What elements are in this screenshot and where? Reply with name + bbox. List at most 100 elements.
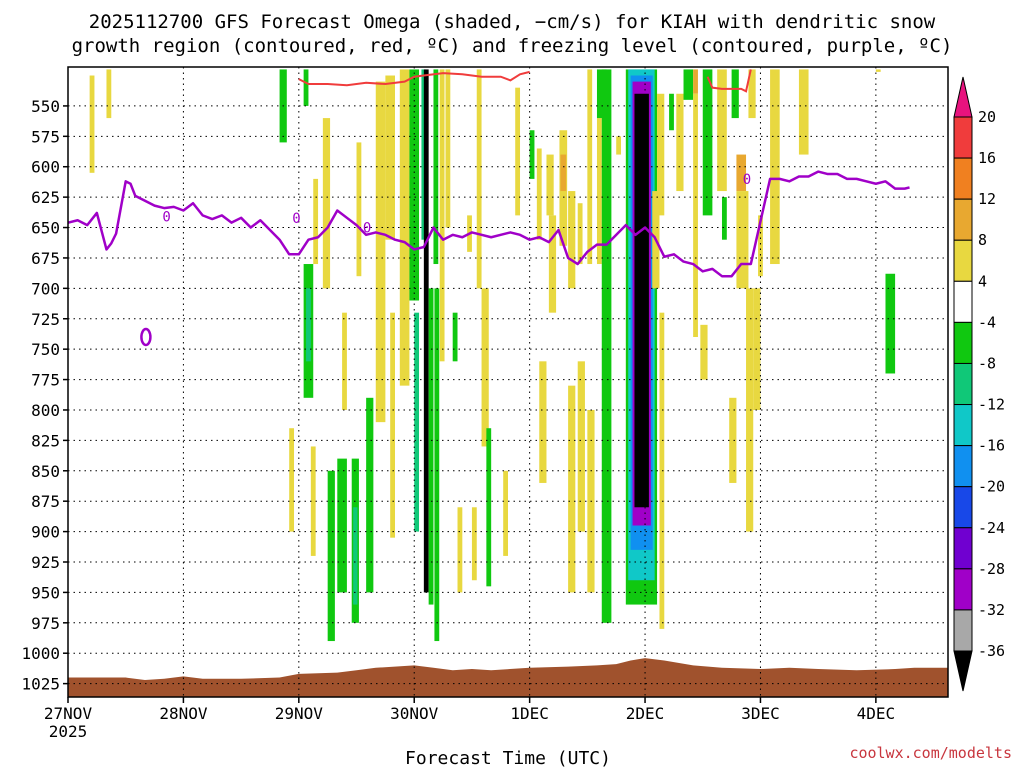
omega-cell [89,75,95,173]
omega-cell [471,507,477,581]
colorbar-tick-label: -32 [978,601,1005,619]
x-tick-label: 28NOV [159,704,208,723]
omega-cell [366,397,374,593]
omega-cell [428,288,434,605]
omega-cell [657,93,665,216]
omega-cell [306,288,311,362]
dgz-contour [706,69,752,93]
dgz-contour [298,70,530,87]
credit-text: coolwx.com/modelts [849,744,1012,762]
omega-cell [390,312,395,538]
omega-cell [154,312,160,340]
omega-cell [529,130,535,179]
y-tick-label: 625 [31,188,60,207]
omega-cell [875,69,881,72]
omega-cell [322,118,331,289]
colorbar-bin [953,445,973,488]
y-tick-label: 675 [31,249,60,268]
omega-cell [106,69,112,119]
omega-cell [486,428,492,587]
colorbar-bin [953,239,973,282]
omega-cell [327,470,335,642]
x-tick-label: 29NOV [275,704,324,723]
omega-cell [310,446,316,556]
omega-cell [433,69,439,265]
freezing-level-contour [67,170,910,278]
omega-cell [548,215,557,313]
x-tick-year: 2025 [49,722,88,741]
colorbar-bin [953,609,973,652]
plot-background [68,67,948,697]
omega-cell [356,142,362,277]
chart-title-line2: growth region (contoured, red, ºC) and f… [72,35,953,57]
colorbar-tick-label: 8 [978,231,987,249]
colorbar-tick-label: 4 [978,272,987,290]
omega-cell [693,93,698,337]
omega-cell [731,69,739,119]
omega-cell [700,324,708,380]
omega-cell [385,75,395,240]
omega-cell [693,69,698,94]
omega-cell [546,154,554,216]
y-tick-label: 900 [31,523,60,542]
omega-cell [669,93,674,131]
omega-cell [729,397,737,483]
omega-cell [439,69,445,362]
omega-cell [736,191,749,289]
omega-cell [476,69,482,289]
y-tick-label: 1000 [21,644,60,663]
y-tick-label: 725 [31,310,60,329]
x-tick-label: 2DEC [626,704,665,723]
omega-cell [568,191,576,289]
omega-cell [702,69,713,216]
omega-cell [303,69,309,106]
omega-cell [313,178,319,265]
omega-cell [457,507,463,593]
omega-cell [342,312,347,410]
colorbar-bin [953,321,973,364]
omega-cell [736,154,747,192]
omega-cell [560,154,567,192]
y-tick-label: 1025 [21,675,60,694]
colorbar-tick-label: 20 [978,108,996,126]
omega-cell [721,197,727,240]
y-tick-label: 575 [31,127,60,146]
colorbar-bin [953,362,973,406]
omega-cell [885,273,896,374]
x-tick-label: 27NOV [44,704,93,723]
y-tick-label: 825 [31,431,60,450]
y-tick-label: 550 [31,97,60,116]
omega-cell [409,69,420,301]
omega-cell [587,69,593,265]
omega-cell [683,69,694,100]
colorbar-tick-label: -16 [978,437,1005,455]
omega-cell [568,385,576,593]
omega-cell [758,215,763,277]
omega-cell [503,470,508,556]
omega-cell [434,288,440,642]
colorbar-tick-label: 16 [978,149,996,167]
omega-cell [481,288,489,447]
y-tick-label: 950 [31,583,60,602]
omega-cell [289,428,295,532]
terrain-surface [68,658,948,697]
omega-cell [423,69,429,593]
y-tick-label: 650 [31,219,60,238]
y-tick-label: 700 [31,279,60,298]
omega-shading [68,67,948,697]
y-tick-label: 750 [31,340,60,359]
contours: 0 0 0 0 [67,69,910,347]
x-tick-label: 4DEC [857,704,896,723]
omega-cell [536,148,542,240]
x-axis-label: Forecast Time (UTC) [405,748,611,768]
colorbar-tick-label: -24 [978,519,1005,537]
omega-cell [798,69,809,155]
omega-cell [717,69,727,192]
colorbar-tick-label: -28 [978,560,1005,578]
colorbar-bin [953,527,973,570]
x-tick-label: 1DEC [510,704,549,723]
omega-cell [515,87,521,216]
omega-cell [337,458,347,593]
